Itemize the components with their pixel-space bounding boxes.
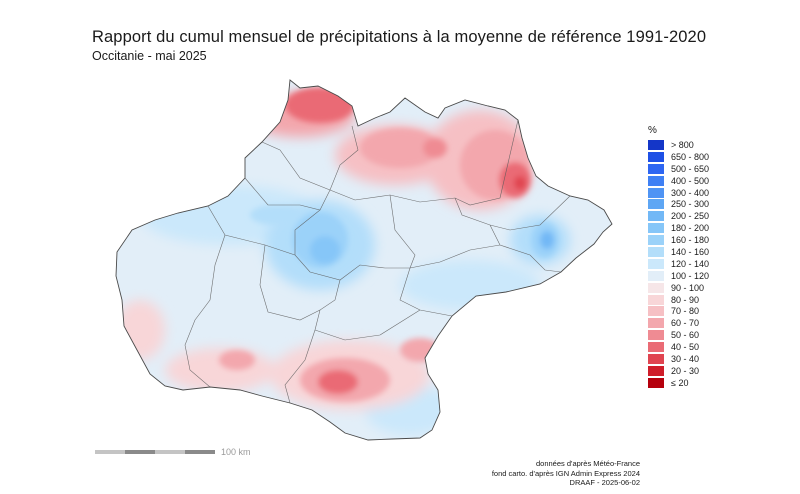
legend-class: 100 - 120 bbox=[648, 270, 709, 282]
legend-label: > 800 bbox=[671, 139, 694, 150]
legend-label: 120 - 140 bbox=[671, 258, 710, 269]
legend-class: ≤ 20 bbox=[648, 377, 709, 389]
legend-label: 100 - 120 bbox=[671, 270, 710, 281]
credit-author-date: DRAAF - 2025-06-02 bbox=[569, 478, 640, 487]
legend-class: 30 - 40 bbox=[648, 353, 709, 365]
legend-classes: > 800 650 - 800 500 - 650 400 - 500 300 - 40… bbox=[648, 139, 709, 389]
legend-class: 80 - 90 bbox=[648, 294, 709, 306]
legend-class: 250 - 300 bbox=[648, 198, 709, 210]
legend-label: 60 - 70 bbox=[671, 318, 700, 329]
legend-class: 160 - 180 bbox=[648, 234, 709, 246]
legend-label: 200 - 250 bbox=[671, 211, 710, 222]
department-boundaries bbox=[184, 119, 571, 404]
legend-class: 120 - 140 bbox=[648, 258, 709, 270]
legend-swatch bbox=[648, 270, 664, 281]
credits: données d'après Météo-France fond carto.… bbox=[492, 459, 640, 488]
legend-label: 30 - 40 bbox=[671, 353, 700, 364]
legend-class: 300 - 400 bbox=[648, 187, 709, 199]
legend-swatch bbox=[648, 342, 664, 353]
legend-swatch bbox=[648, 235, 664, 246]
legend-label: 80 - 90 bbox=[671, 294, 700, 305]
legend-label: 300 - 400 bbox=[671, 187, 710, 198]
legend-unit: % bbox=[648, 125, 657, 136]
legend-label: 140 - 160 bbox=[671, 246, 710, 257]
legend-class: 200 - 250 bbox=[648, 210, 709, 222]
legend-label: 250 - 300 bbox=[671, 199, 710, 210]
credit-basemap: fond carto. d'après IGN Admin Express 20… bbox=[491, 468, 640, 478]
legend-label: 90 - 100 bbox=[671, 282, 705, 293]
legend-class: 20 - 30 bbox=[648, 365, 709, 377]
legend-swatch bbox=[648, 139, 664, 150]
legend-label: 20 - 30 bbox=[671, 365, 700, 376]
legend-label: 500 - 650 bbox=[671, 163, 710, 174]
legend-class: 90 - 100 bbox=[648, 282, 709, 294]
legend-label: ≤ 20 bbox=[671, 377, 689, 388]
legend-swatch bbox=[648, 151, 664, 162]
legend-class: 70 - 80 bbox=[648, 305, 709, 317]
scale-bar: 100 km bbox=[95, 447, 251, 457]
scale-segment bbox=[155, 450, 185, 454]
legend-label: 400 - 500 bbox=[671, 175, 710, 186]
legend-label: 40 - 50 bbox=[671, 342, 700, 353]
legend-swatch bbox=[648, 318, 664, 329]
legend-swatch bbox=[648, 211, 664, 222]
legend-swatch bbox=[648, 175, 664, 186]
credit-data-source: données d'après Météo-France bbox=[536, 459, 640, 468]
legend-swatch bbox=[648, 258, 664, 269]
legend-class: 50 - 60 bbox=[648, 329, 709, 341]
legend-swatch bbox=[648, 365, 664, 376]
legend-class: 500 - 650 bbox=[648, 163, 709, 175]
scale-label: 100 km bbox=[221, 447, 251, 457]
map-subtitle: Occitanie - mai 2025 bbox=[92, 49, 207, 63]
legend-class: 60 - 70 bbox=[648, 317, 709, 329]
legend-swatch bbox=[648, 199, 664, 210]
legend-class: 140 - 160 bbox=[648, 246, 709, 258]
legend-class: > 800 bbox=[648, 139, 709, 151]
legend-swatch bbox=[648, 306, 664, 317]
scale-segment bbox=[95, 450, 125, 454]
precipitation-ratio-map bbox=[115, 79, 613, 441]
legend-label: 180 - 200 bbox=[671, 223, 710, 234]
legend-label: 160 - 180 bbox=[671, 235, 710, 246]
map-title: Rapport du cumul mensuel de précipitatio… bbox=[92, 28, 707, 46]
legend-swatch bbox=[648, 223, 664, 234]
legend-swatch bbox=[648, 163, 664, 174]
legend-class: 40 - 50 bbox=[648, 341, 709, 353]
legend-swatch bbox=[648, 246, 664, 257]
legend-swatch bbox=[648, 282, 664, 293]
legend-class: 400 - 500 bbox=[648, 175, 709, 187]
legend-label: 650 - 800 bbox=[671, 151, 710, 162]
legend-swatch bbox=[648, 377, 664, 388]
legend-class: 180 - 200 bbox=[648, 222, 709, 234]
legend-swatch bbox=[648, 294, 664, 305]
legend-label: 70 - 80 bbox=[671, 306, 700, 317]
scale-segment bbox=[125, 450, 155, 454]
legend-swatch bbox=[648, 187, 664, 198]
legend-class: 650 - 800 bbox=[648, 151, 709, 163]
legend-swatch bbox=[648, 330, 664, 341]
legend: % > 800 650 - 800 500 - 650 400 - 500 300 - … bbox=[648, 125, 709, 389]
legend-label: 50 - 60 bbox=[671, 330, 700, 341]
legend-swatch bbox=[648, 353, 664, 364]
scale-segment bbox=[185, 450, 215, 454]
